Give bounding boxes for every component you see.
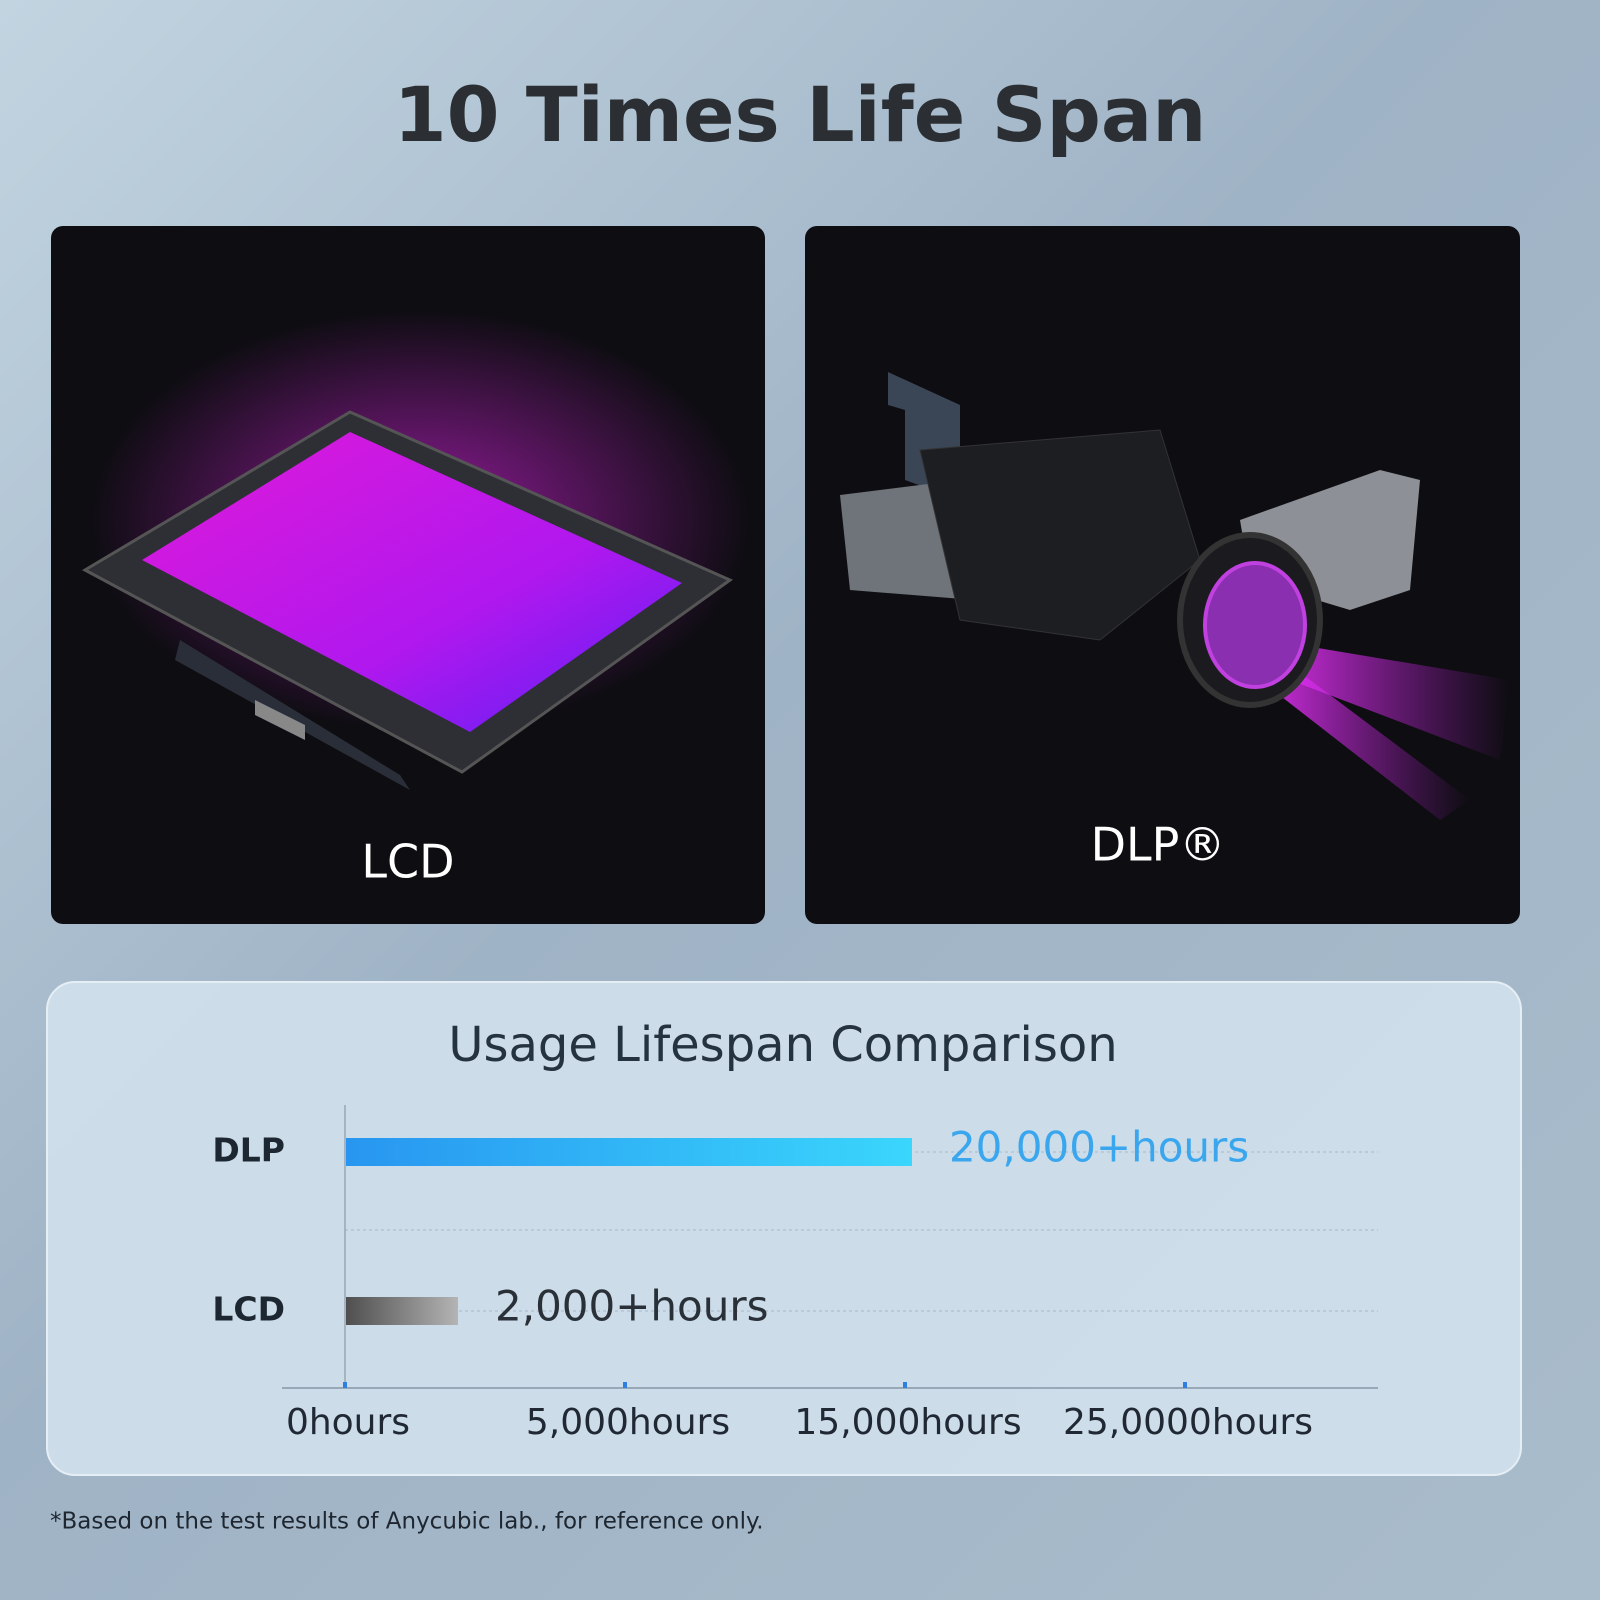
x-tick-label: 15,000hours bbox=[794, 1402, 1021, 1443]
lcd-panel: LCD bbox=[51, 226, 765, 924]
footnote: *Based on the test results of Anycubic l… bbox=[50, 1509, 764, 1535]
panel-label: LCD bbox=[361, 835, 454, 889]
value-label: 2,000+hours bbox=[495, 1282, 769, 1331]
chart-title: Usage Lifespan Comparison bbox=[448, 1017, 1117, 1073]
x-tick-label: 0hours bbox=[286, 1402, 410, 1443]
category-label: DLP bbox=[212, 1131, 285, 1170]
x-tick-label: 25,0000hours bbox=[1063, 1402, 1313, 1443]
x-tick-label: 5,000hours bbox=[526, 1402, 730, 1443]
bar bbox=[346, 1297, 458, 1325]
bar bbox=[346, 1138, 912, 1166]
panel-label: DLP® bbox=[1091, 818, 1226, 872]
plot: 0hours 5,000hours 15,000hours 25,0000hours 2… bbox=[212, 1123, 1378, 1443]
chart-card bbox=[46, 981, 1522, 1476]
dlp-panel: DLP® bbox=[805, 226, 1520, 924]
category-label: LCD bbox=[212, 1290, 285, 1329]
page-title: 10 Times Life Span bbox=[394, 70, 1207, 159]
value-label: 20,000+hours bbox=[949, 1123, 1249, 1172]
